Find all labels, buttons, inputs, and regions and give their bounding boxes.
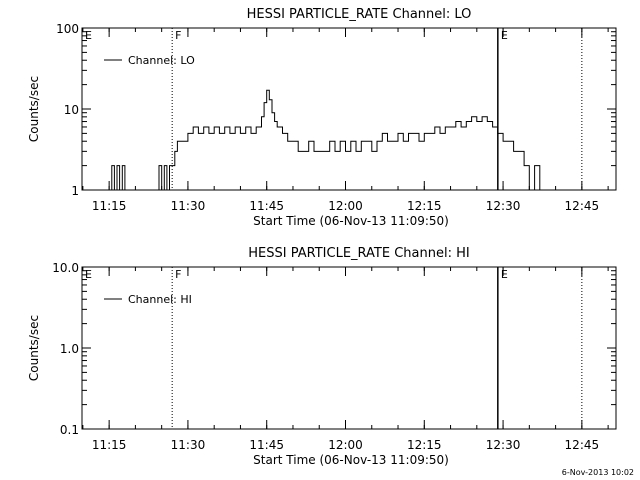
marker-label: F: [175, 268, 181, 281]
x-tick-label: 12:15: [407, 199, 442, 213]
x-tick-label: 11:30: [171, 438, 206, 452]
series-line: [109, 89, 541, 191]
x-tick-label: 11:15: [92, 199, 127, 213]
x-tick-label: 12:30: [486, 438, 521, 452]
chart-title: HESSI PARTICLE_RATE Channel: LO: [247, 7, 472, 22]
legend-label: Channel: LO: [128, 54, 195, 67]
x-tick-label: 12:45: [565, 438, 600, 452]
x-tick-label: 11:30: [171, 199, 206, 213]
x-axis-label: Start Time (06-Nov-13 11:09:50): [253, 214, 449, 228]
plot-frame: [81, 266, 617, 430]
chart-title: HESSI PARTICLE_RATE Channel: HI: [248, 246, 469, 261]
marker-label: E: [85, 268, 92, 281]
y-tick-label: 0.1: [60, 423, 79, 437]
x-tick-label: 12:00: [328, 438, 363, 452]
y-tick-label: 10.0: [52, 261, 79, 275]
footer-timestamp: 6-Nov-2013 10:02: [561, 468, 634, 477]
panel-lo: HESSI PARTICLE_RATE Channel: LO 1 10 100 Cou…: [27, 7, 617, 228]
y-axis-label: Counts/sec: [27, 315, 41, 381]
marker-label: E: [85, 29, 92, 42]
x-axis-label: Start Time (06-Nov-13 11:09:50): [253, 453, 449, 467]
y-tick-label: 1: [71, 184, 79, 198]
x-tick-label: 12:15: [407, 438, 442, 452]
x-tick-label: 12:45: [565, 199, 600, 213]
y-tick-label: 1.0: [60, 342, 79, 356]
x-tick-label: 11:15: [92, 438, 127, 452]
marker-label: F: [175, 29, 181, 42]
x-tick-label: 12:30: [486, 199, 521, 213]
panel-hi: HESSI PARTICLE_RATE Channel: HI 0.1 1.0 10.…: [27, 246, 617, 467]
marker-label: E: [501, 268, 508, 281]
legend-label: Channel: HI: [128, 293, 192, 306]
x-tick-label: 12:00: [328, 199, 363, 213]
x-tick-label: 11:45: [249, 199, 284, 213]
marker-label: E: [501, 29, 508, 42]
x-tick-label: 11:45: [249, 438, 284, 452]
y-tick-label: 100: [56, 22, 79, 36]
y-axis-label: Counts/sec: [27, 76, 41, 142]
y-tick-label: 10: [64, 103, 79, 117]
